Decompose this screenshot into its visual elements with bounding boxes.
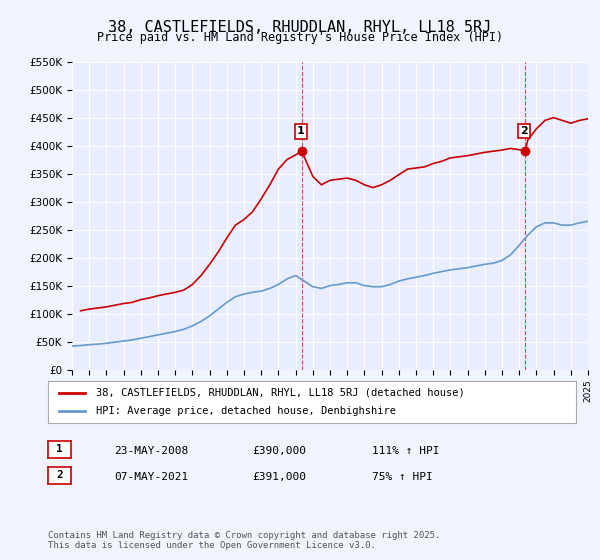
Text: 1: 1 xyxy=(297,127,305,137)
Text: Price paid vs. HM Land Registry's House Price Index (HPI): Price paid vs. HM Land Registry's House … xyxy=(97,31,503,44)
Text: 38, CASTLEFIELDS, RHUDDLAN, RHYL, LL18 5RJ (detached house): 38, CASTLEFIELDS, RHUDDLAN, RHYL, LL18 5… xyxy=(95,388,464,398)
Text: £390,000: £390,000 xyxy=(252,446,306,456)
Text: 23-MAY-2008: 23-MAY-2008 xyxy=(114,446,188,456)
Text: HPI: Average price, detached house, Denbighshire: HPI: Average price, detached house, Denb… xyxy=(95,406,395,416)
Text: 1: 1 xyxy=(56,444,63,454)
Text: £391,000: £391,000 xyxy=(252,472,306,482)
Text: Contains HM Land Registry data © Crown copyright and database right 2025.
This d: Contains HM Land Registry data © Crown c… xyxy=(48,530,440,550)
Text: 111% ↑ HPI: 111% ↑ HPI xyxy=(372,446,439,456)
Text: 75% ↑ HPI: 75% ↑ HPI xyxy=(372,472,433,482)
Text: 2: 2 xyxy=(520,126,528,136)
Text: 38, CASTLEFIELDS, RHUDDLAN, RHYL, LL18 5RJ: 38, CASTLEFIELDS, RHUDDLAN, RHYL, LL18 5… xyxy=(109,20,491,35)
Text: 07-MAY-2021: 07-MAY-2021 xyxy=(114,472,188,482)
Text: 2: 2 xyxy=(56,470,63,480)
